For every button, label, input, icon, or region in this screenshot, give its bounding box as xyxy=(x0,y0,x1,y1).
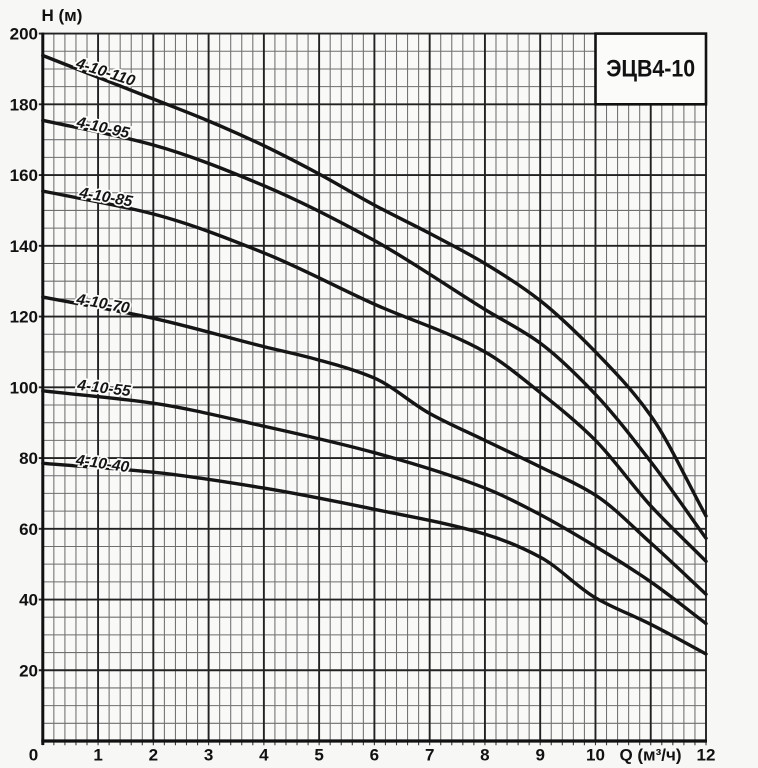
svg-text:80: 80 xyxy=(19,449,38,468)
svg-text:140: 140 xyxy=(10,237,38,256)
svg-text:H (м): H (м) xyxy=(42,6,83,25)
svg-text:0: 0 xyxy=(29,746,38,765)
svg-text:7: 7 xyxy=(425,746,434,765)
svg-text:1: 1 xyxy=(93,746,102,765)
svg-text:3: 3 xyxy=(204,746,213,765)
svg-text:ЭЦВ4-10: ЭЦВ4-10 xyxy=(606,56,695,83)
svg-text:40: 40 xyxy=(19,591,38,610)
svg-text:10: 10 xyxy=(586,746,605,765)
svg-text:160: 160 xyxy=(10,166,38,185)
svg-text:20: 20 xyxy=(19,661,38,680)
svg-text:5: 5 xyxy=(314,746,323,765)
svg-text:12: 12 xyxy=(697,746,716,765)
svg-text:100: 100 xyxy=(10,378,38,397)
svg-text:8: 8 xyxy=(480,746,489,765)
svg-text:60: 60 xyxy=(19,520,38,539)
svg-text:Q (м³/ч): Q (м³/ч) xyxy=(619,746,681,765)
svg-text:2: 2 xyxy=(149,746,158,765)
svg-text:120: 120 xyxy=(10,308,38,327)
svg-text:4: 4 xyxy=(259,746,269,765)
svg-text:200: 200 xyxy=(10,25,38,44)
svg-text:180: 180 xyxy=(10,95,38,114)
svg-text:6: 6 xyxy=(370,746,379,765)
svg-text:9: 9 xyxy=(535,746,544,765)
